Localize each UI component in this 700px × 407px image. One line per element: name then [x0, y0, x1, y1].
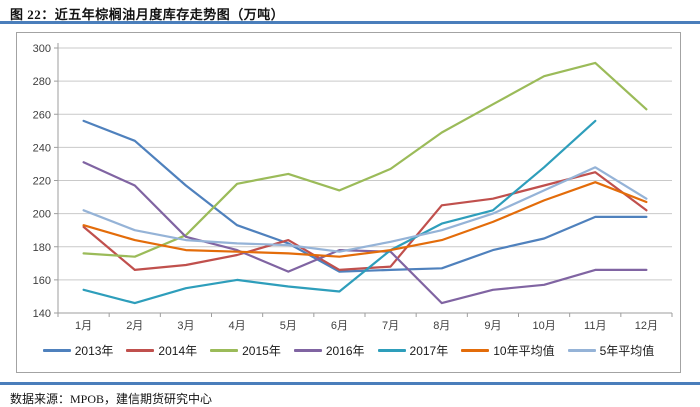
legend-item-2017年: 2017年 — [377, 342, 449, 359]
legend-item-2016年: 2016年 — [293, 342, 365, 359]
svg-text:9月: 9月 — [484, 320, 501, 332]
svg-text:3月: 3月 — [177, 320, 194, 332]
footer-rule — [0, 382, 700, 385]
legend-label: 2015年 — [242, 343, 281, 358]
legend-item-2015年: 2015年 — [210, 342, 281, 359]
legend-swatch — [293, 348, 322, 352]
axes — [57, 43, 673, 317]
legend-swatch — [377, 348, 406, 352]
legend-label: 2014年 — [158, 343, 198, 358]
legend-item-2014年: 2014年 — [126, 342, 197, 359]
series-line-2016年 — [82, 161, 648, 305]
svg-text:1月: 1月 — [75, 320, 92, 332]
svg-text:10月: 10月 — [532, 320, 555, 332]
series-line-2015年 — [82, 61, 648, 258]
svg-text:7月: 7月 — [382, 320, 399, 332]
svg-text:200: 200 — [33, 209, 51, 221]
svg-text:300: 300 — [33, 43, 51, 55]
svg-text:260: 260 — [33, 109, 51, 121]
legend-label: 2013年 — [74, 343, 114, 358]
legend-item-5年平均值: 5年平均值 — [567, 342, 655, 359]
svg-text:12月: 12月 — [635, 320, 658, 332]
svg-text:160: 160 — [33, 275, 51, 287]
legend-swatch — [210, 348, 239, 352]
svg-text:140: 140 — [33, 308, 51, 320]
legend-swatch — [567, 348, 596, 352]
legend-label: 2017年 — [409, 343, 449, 358]
svg-text:11月: 11月 — [584, 320, 606, 332]
svg-text:280: 280 — [33, 76, 51, 88]
series-line-2014年 — [82, 171, 648, 271]
legend-label: 10年平均值 — [493, 343, 555, 358]
chart-legend: 2013年 2014年 2015年 2016年 2017年 10年平均值 5年平均值 — [17, 333, 680, 367]
svg-text:5月: 5月 — [280, 320, 297, 332]
legend-label: 5年平均值 — [599, 343, 655, 358]
series-line-2013年 — [82, 119, 648, 273]
legend-item-10年平均值: 10年平均值 — [461, 342, 555, 359]
title-underline-rule — [0, 21, 700, 24]
legend-swatch — [42, 348, 71, 352]
svg-text:2月: 2月 — [126, 320, 143, 332]
legend-label: 2016年 — [325, 343, 365, 358]
legend-swatch — [126, 348, 155, 352]
svg-text:180: 180 — [33, 242, 51, 254]
series-line-10年平均值 — [82, 181, 648, 258]
svg-text:4月: 4月 — [229, 320, 246, 332]
axis-tick-labels: 140 160 180 200 220 240 260 280 300 1月 2月 3月 4月 5月 6月 7… — [33, 43, 658, 332]
svg-text:240: 240 — [33, 142, 51, 154]
legend-swatch — [461, 348, 490, 352]
legend-item-2013年: 2013年 — [42, 342, 114, 359]
series-line-2017年 — [82, 119, 597, 305]
svg-text:8月: 8月 — [433, 320, 450, 332]
svg-text:220: 220 — [33, 176, 51, 188]
chart-frame: 140 160 180 200 220 240 260 280 300 1月 2月 3月 4月 5月 6月 7… — [16, 32, 681, 373]
series-line-5年平均值 — [82, 166, 648, 253]
page-title: 图 22：近五年棕榈油月度库存走势图（万吨） — [10, 7, 285, 22]
svg-text:6月: 6月 — [331, 320, 348, 332]
line-chart-svg: 140 160 180 200 220 240 260 280 300 1月 2月 3月 4月 5月 6月 7… — [33, 43, 673, 332]
data-source-text: 数据来源：MPOB，建信期货研究中心 — [10, 392, 213, 406]
